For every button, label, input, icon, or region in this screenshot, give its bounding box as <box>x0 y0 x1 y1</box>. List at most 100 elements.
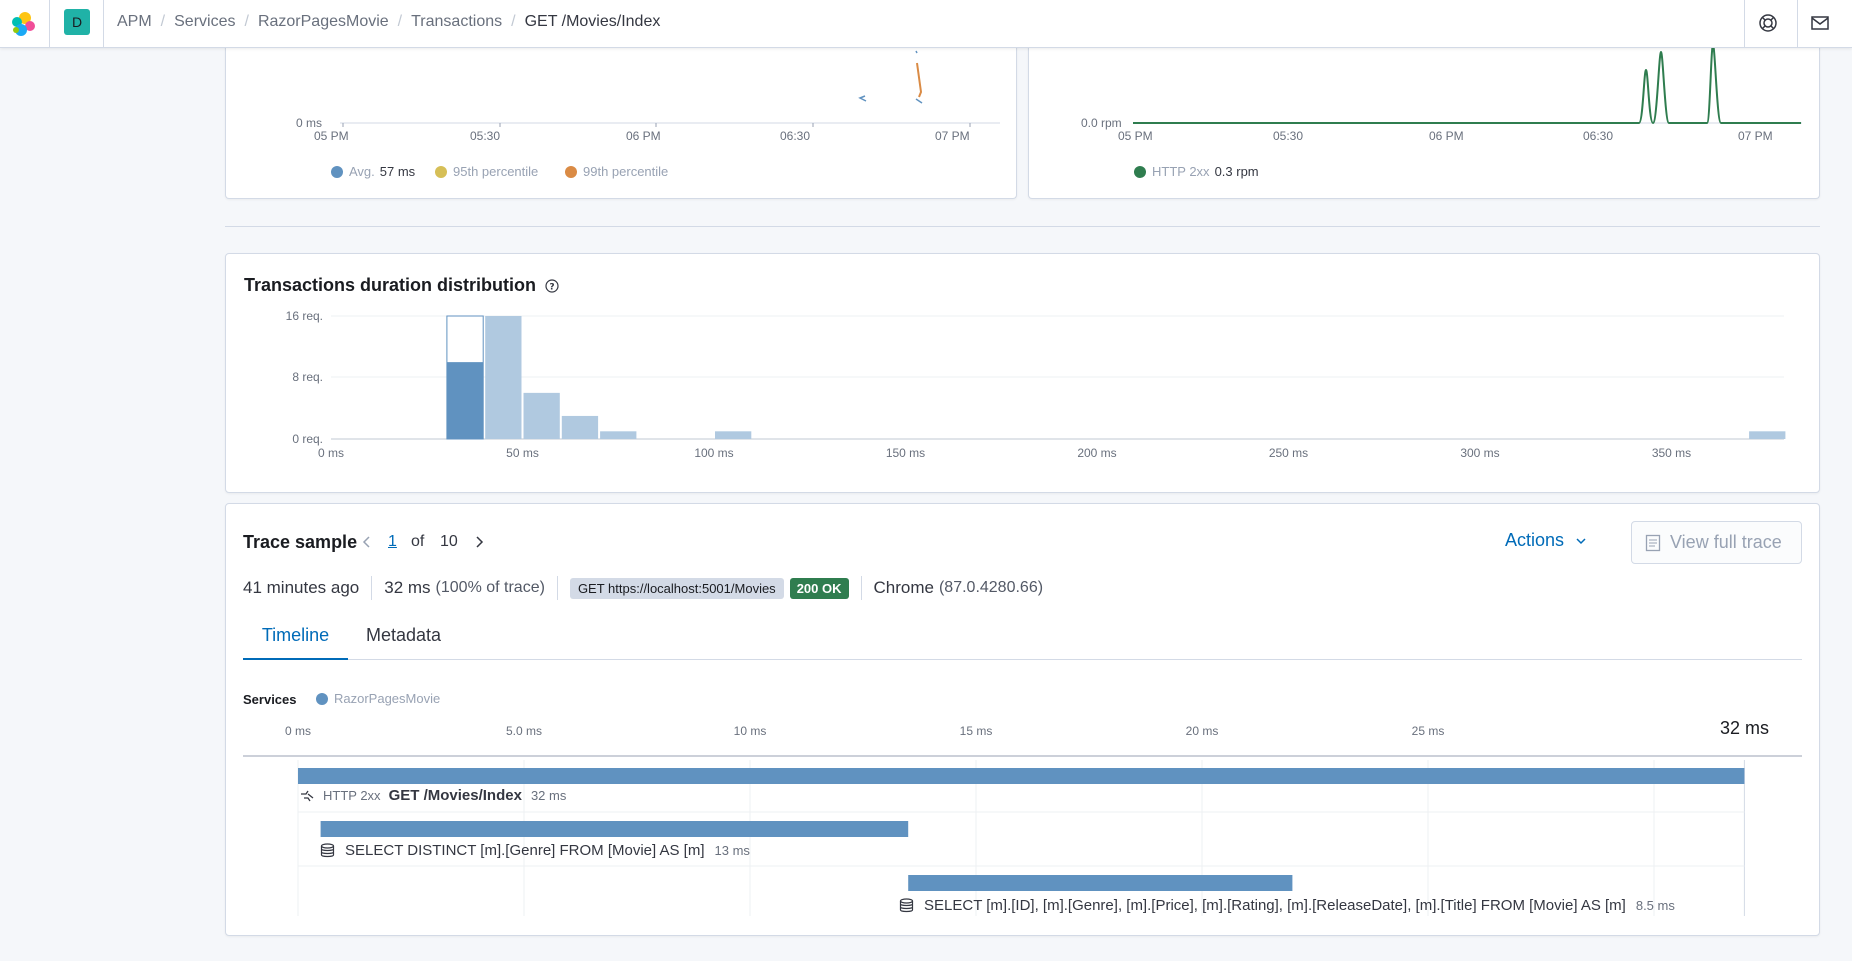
legend-dot <box>565 165 577 178</box>
x-tick-label: 07 PM <box>935 129 970 143</box>
x-tick-label: 05 PM <box>314 129 349 143</box>
tab-metadata[interactable]: Metadata <box>366 625 442 645</box>
span-name: SELECT [m].[ID], [m].[Genre], [m].[Price… <box>924 897 1626 914</box>
database-icon <box>320 843 335 858</box>
breadcrumb: APM / Services / RazorPagesMovie / Trans… <box>117 13 660 31</box>
legend-label: Avg. <box>349 164 375 179</box>
pagination-total[interactable]: 10 <box>440 533 458 550</box>
legend-label: HTTP 2xx <box>1152 164 1210 179</box>
newsfeed-icon[interactable] <box>1809 12 1831 34</box>
header-bar: D APM / Services / RazorPagesMovie / Tra… <box>0 0 1852 48</box>
distribution-chart: 16 req. 8 req. 0 req.0 ms 50 ms 100 ms 150 ms… <box>286 309 1786 460</box>
span-duration: 13 ms <box>714 843 750 858</box>
legend-label: 99th percentile <box>583 164 669 179</box>
trace-duration-percent: (100% of trace) <box>435 579 545 596</box>
legend-dot <box>331 165 343 178</box>
browser-version: (87.0.4280.66) <box>938 579 1044 596</box>
chevron-right-icon[interactable] <box>473 534 485 550</box>
x-tick-label: 06:30 <box>1583 129 1614 143</box>
pagination-of-label: of <box>411 533 425 550</box>
actions-button[interactable]: Actions <box>1505 530 1588 551</box>
timeline-total-duration: 32 ms <box>1720 718 1770 738</box>
trace-sample-panel <box>225 503 1820 936</box>
x-tick-label: 250 ms <box>1269 446 1308 460</box>
breadcrumb-separator: / <box>511 13 516 30</box>
trace-sample-title: Trace sample <box>243 532 358 552</box>
x-tick-label: 07 PM <box>1738 129 1773 143</box>
legend-item-p99[interactable]: 99th percentile <box>565 164 668 179</box>
database-icon <box>899 898 914 913</box>
divider <box>860 576 862 600</box>
legend-item-p95[interactable]: 95th percentile <box>435 164 538 179</box>
question-icon[interactable]: ? <box>545 279 559 293</box>
trace-summary: 41 minutes ago 32 ms (100% of trace) GET… <box>243 576 1043 600</box>
trace-duration: 32 ms <box>384 578 431 597</box>
histogram-bar <box>485 316 522 439</box>
x-tick-label: 05 PM <box>1118 129 1153 143</box>
x-tick-label: 06 PM <box>626 129 661 143</box>
legend-dot <box>435 165 447 178</box>
breadcrumb-services[interactable]: Services <box>174 13 236 30</box>
waterfall-row-transaction[interactable]: HTTP 2xx GET /Movies/Index 32 ms <box>300 787 566 804</box>
distribution-panel: Transactions duration distribution ? 16 … <box>225 253 1820 493</box>
space-avatar[interactable]: D <box>64 9 90 35</box>
header-divider <box>1744 0 1745 48</box>
pagination-current-page[interactable]: 1 <box>388 533 397 550</box>
timeline-tick-label: 20 ms <box>1186 724 1219 738</box>
timeline-tick-label: 25 ms <box>1412 724 1445 738</box>
legend-dot <box>1134 165 1146 178</box>
legend-value: 57 ms <box>379 164 416 179</box>
view-full-trace-button[interactable]: View full trace <box>1631 521 1802 564</box>
y-tick-label: 16 req. <box>286 309 323 323</box>
x-tick-label: 200 ms <box>1077 446 1116 460</box>
tab-timeline[interactable]: Timeline <box>243 622 348 660</box>
elastic-logo-icon[interactable] <box>8 9 38 39</box>
legend-label: 95th percentile <box>453 164 539 179</box>
service-legend-item: RazorPagesMovie <box>316 691 440 706</box>
header-divider <box>49 0 50 48</box>
throughput-chart-panel: 0.0 rpm 05 PM 05:30 06 PM 06:30 07 PM HT… <box>1028 30 1820 199</box>
x-tick-label: 05:30 <box>1273 129 1304 143</box>
waterfall-bar <box>908 875 1293 891</box>
x-tick-label: 50 ms <box>506 446 539 460</box>
help-icon[interactable] <box>1757 12 1779 34</box>
transaction-name: GET /Movies/Index <box>388 787 522 804</box>
document-icon <box>1645 534 1661 551</box>
chevron-left-icon[interactable] <box>361 534 373 550</box>
waterfall-row-span[interactable]: SELECT DISTINCT [m].[Genre] FROM [Movie]… <box>320 842 750 859</box>
trace-tabs: Timeline Metadata <box>243 622 1802 660</box>
header-divider <box>1797 0 1798 48</box>
x-tick-label: 350 ms <box>1652 446 1691 460</box>
x-tick-label: 300 ms <box>1460 446 1499 460</box>
legend-value: 0.3 rpm <box>1214 164 1259 179</box>
transaction-duration: 32 ms <box>530 788 567 803</box>
span-name: SELECT DISTINCT [m].[Genre] FROM [Movie]… <box>345 842 705 859</box>
breadcrumb-separator: / <box>160 13 166 30</box>
x-tick-label: 100 ms <box>694 446 733 460</box>
breadcrumb-transactions[interactable]: Transactions <box>411 13 503 30</box>
latency-chart-panel: 0 ms 05 PM 05:30 06 PM 06:30 07 PM Avg. 5… <box>225 30 1017 199</box>
histogram-bar <box>600 431 637 439</box>
timeline-tick-label: 5.0 ms <box>506 724 542 738</box>
trace-time-ago: 41 minutes ago <box>243 578 360 597</box>
histogram-bar <box>523 392 560 439</box>
breadcrumb-service[interactable]: RazorPagesMovie <box>257 13 389 30</box>
y-tick-label: 8 req. <box>292 370 323 384</box>
request-badge: GET https://localhost:5001/Movies <box>569 577 784 599</box>
x-tick-label: 06:30 <box>780 129 811 143</box>
histogram-bar <box>715 431 752 439</box>
y-tick-label: 0 req. <box>292 432 323 446</box>
header-divider <box>103 0 104 48</box>
waterfall-row-span[interactable]: SELECT [m].[ID], [m].[Genre], [m].[Price… <box>899 897 1675 914</box>
browser-name: Chrome <box>873 578 934 597</box>
latency-chart <box>340 50 1000 127</box>
timeline-tick-label: 0 ms <box>285 724 311 738</box>
legend-item-http-2xx[interactable]: HTTP 2xx 0.3 rpm <box>1134 164 1259 179</box>
breadcrumb-apm[interactable]: APM <box>117 13 152 30</box>
status-badge: 200 OK <box>789 577 849 599</box>
divider <box>371 576 373 600</box>
x-tick-label: 05:30 <box>470 129 501 143</box>
waterfall-bar <box>320 821 909 837</box>
legend-item-avg[interactable]: Avg. 57 ms <box>331 164 415 179</box>
services-label: Services <box>243 692 297 707</box>
